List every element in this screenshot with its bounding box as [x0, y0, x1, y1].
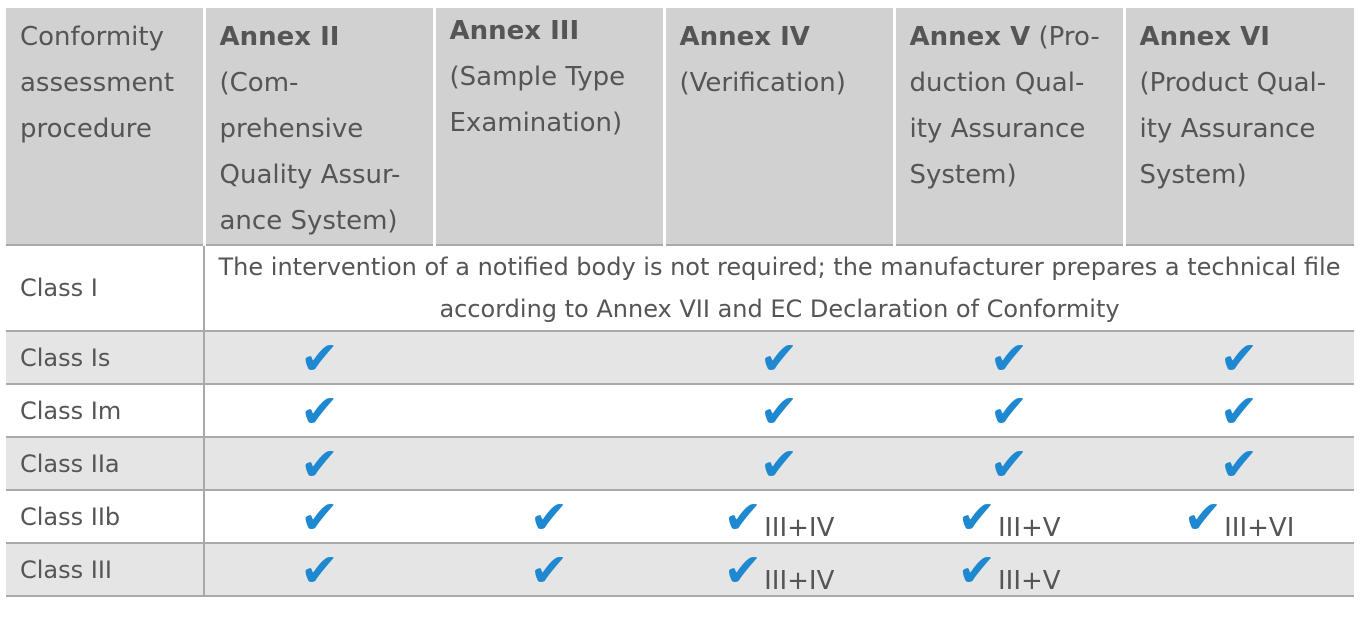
- annex-description: (Product Qual-ity Assurance System): [1139, 68, 1327, 190]
- checkmark-icon: ✔: [529, 542, 569, 597]
- header-row: Conformity assessment procedure Annex II…: [6, 8, 1354, 246]
- checkmark-icon: ✔: [957, 489, 996, 544]
- table-cell: ✔: [1124, 436, 1354, 491]
- table-cell: ✔: [434, 542, 664, 597]
- table-cell: ✔: [894, 330, 1124, 385]
- table-cell: ✔: [203, 489, 434, 544]
- table-cell: ✔: [664, 383, 894, 438]
- checkmark-icon: ✔: [300, 542, 339, 597]
- table-row: Class Im ✔ ✔ ✔ ✔: [6, 383, 1354, 438]
- annex-title: Annex II: [219, 22, 340, 52]
- checkmark-icon: ✔: [723, 542, 763, 597]
- checkmark-icon: ✔: [300, 436, 339, 491]
- annex-description: (Verification): [679, 68, 846, 98]
- annex-description: (Com-prehensive Quality Assur-ance Syste…: [219, 68, 401, 236]
- annex-title: Annex IV: [679, 22, 810, 52]
- table-cell: ✔: [894, 436, 1124, 491]
- table-row: Class III ✔ ✔ ✔III+IV ✔III+V: [6, 542, 1354, 597]
- annex-combination-label: III+VI: [1224, 512, 1295, 543]
- checkmark-icon: ✔: [529, 489, 569, 544]
- annex-combination-label: III+V: [997, 565, 1061, 596]
- checkmark-icon: ✔: [1183, 489, 1223, 544]
- checkmark-icon: ✔: [1219, 330, 1259, 385]
- table-cell: [1124, 543, 1354, 597]
- header-annex-v: Annex V (Pro-duction Qual-ity Assurance …: [892, 8, 1124, 246]
- table-cell: [434, 437, 664, 491]
- annex-description: (Sample Type Examination): [449, 62, 626, 138]
- class-i-note: The intervention of a notified body is n…: [203, 245, 1354, 332]
- table-cell: ✔: [894, 383, 1124, 438]
- header-annex-vi: Annex VI (Product Qual-ity Assurance Sys…: [1122, 8, 1354, 246]
- table-cell: ✔: [664, 436, 894, 491]
- checkmark-icon: ✔: [300, 330, 339, 385]
- checkmark-icon: ✔: [723, 489, 763, 544]
- row-label: Class IIb: [6, 490, 204, 544]
- table-cell: ✔III+IV: [664, 489, 894, 544]
- table-row: Class Is ✔ ✔ ✔ ✔: [6, 330, 1354, 385]
- checkmark-icon: ✔: [989, 330, 1029, 385]
- checkmark-icon: ✔: [989, 383, 1029, 438]
- table-cell: ✔: [203, 542, 434, 597]
- row-label: Class Is: [6, 331, 204, 385]
- table-cell: [434, 331, 664, 385]
- annex-combination-label: III+IV: [764, 512, 835, 543]
- table-cell: ✔III+V: [894, 489, 1124, 544]
- row-label: Class I: [6, 245, 204, 332]
- table-cell: ✔: [1124, 330, 1354, 385]
- checkmark-icon: ✔: [989, 436, 1029, 491]
- checkmark-icon: ✔: [1219, 436, 1259, 491]
- row-label: Class IIa: [6, 437, 204, 491]
- annex-title: Annex III: [449, 16, 580, 46]
- annex-description: (Pro-duction Qual-ity Assurance System): [909, 22, 1100, 190]
- row-label: Class III: [6, 543, 204, 597]
- checkmark-icon: ✔: [759, 330, 799, 385]
- row-label: Class Im: [6, 384, 204, 438]
- table-cell: ✔: [203, 436, 434, 491]
- table-cell: ✔: [664, 330, 894, 385]
- conformity-table: Conformity assessment procedure Annex II…: [6, 8, 1354, 597]
- table-cell: ✔: [203, 383, 434, 438]
- table-row: Class IIa ✔ ✔ ✔ ✔: [6, 436, 1354, 491]
- table-cell: ✔III+V: [894, 542, 1124, 597]
- table-cell: ✔: [203, 330, 434, 385]
- table-cell: [434, 384, 664, 438]
- checkmark-icon: ✔: [1219, 383, 1259, 438]
- annex-combination-label: III+V: [997, 512, 1061, 543]
- header-annex-iv: Annex IV (Verification): [662, 8, 894, 246]
- annex-title: Annex VI: [1139, 22, 1270, 52]
- checkmark-icon: ✔: [759, 383, 799, 438]
- table-row-class-i: Class I The intervention of a notified b…: [6, 245, 1354, 332]
- header-annex-ii: Annex II (Com-prehensive Quality Assur-a…: [202, 8, 434, 246]
- table-cell: ✔III+VI: [1124, 489, 1354, 544]
- header-procedure: Conformity assessment procedure: [6, 8, 204, 246]
- table-row: Class IIb ✔ ✔ ✔III+IV ✔III+V ✔III+VI: [6, 489, 1354, 544]
- checkmark-icon: ✔: [300, 383, 339, 438]
- checkmark-icon: ✔: [759, 436, 799, 491]
- annex-title: Annex V: [909, 22, 1031, 52]
- annex-combination-label: III+IV: [764, 565, 835, 596]
- table-cell: ✔: [1124, 383, 1354, 438]
- table-cell: ✔III+IV: [664, 542, 894, 597]
- table-cell: ✔: [434, 489, 664, 544]
- checkmark-icon: ✔: [957, 542, 996, 597]
- checkmark-icon: ✔: [300, 489, 339, 544]
- header-annex-iii: Annex III (Sample Type Examination): [432, 8, 664, 246]
